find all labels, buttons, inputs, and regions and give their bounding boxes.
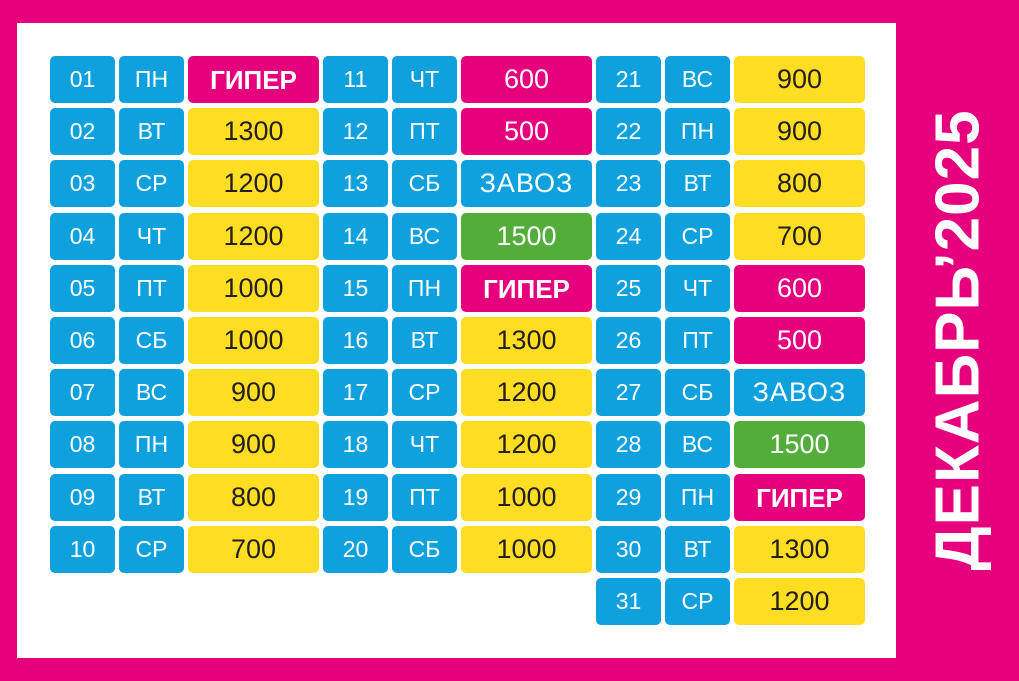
value-cell: 500 <box>734 317 865 364</box>
value-cell: 500 <box>461 108 592 155</box>
weekday-cell: СБ <box>392 160 457 207</box>
value-cell: 900 <box>734 108 865 155</box>
date-cell: 17 <box>323 369 388 416</box>
value-cell: 1200 <box>188 213 319 260</box>
date-cell: 03 <box>50 160 115 207</box>
weekday-cell: ПН <box>665 108 730 155</box>
date-cell: 05 <box>50 265 115 312</box>
date-cell: 16 <box>323 317 388 364</box>
value-cell: 1000 <box>461 526 592 573</box>
weekday-cell: ПТ <box>392 474 457 521</box>
value-cell: 900 <box>734 56 865 103</box>
weekday-cell: ПТ <box>392 108 457 155</box>
weekday-cell: ВС <box>392 213 457 260</box>
date-cell: 02 <box>50 108 115 155</box>
date-cell: 28 <box>596 421 661 468</box>
weekday-cell: ВС <box>665 56 730 103</box>
value-cell: 1000 <box>461 474 592 521</box>
value-cell: 1500 <box>734 421 865 468</box>
value-cell: 800 <box>734 160 865 207</box>
value-cell: 1300 <box>188 108 319 155</box>
value-cell: 900 <box>188 421 319 468</box>
weekday-cell: СР <box>119 160 184 207</box>
weekday-cell: ВТ <box>665 160 730 207</box>
weekday-cell: ВС <box>119 369 184 416</box>
date-cell: 12 <box>323 108 388 155</box>
date-cell: 21 <box>596 56 661 103</box>
date-cell: 13 <box>323 160 388 207</box>
weekday-cell: ВС <box>665 421 730 468</box>
weekday-cell: СР <box>665 213 730 260</box>
date-cell: 25 <box>596 265 661 312</box>
date-cell: 22 <box>596 108 661 155</box>
value-cell: 1500 <box>461 213 592 260</box>
value-cell: ГИПЕР <box>188 56 319 103</box>
value-cell: 600 <box>734 265 865 312</box>
weekday-cell: ВТ <box>119 474 184 521</box>
weekday-cell: ЧТ <box>392 421 457 468</box>
date-cell: 04 <box>50 213 115 260</box>
value-cell: 1300 <box>461 317 592 364</box>
date-cell: 29 <box>596 474 661 521</box>
date-cell: 08 <box>50 421 115 468</box>
weekday-cell: ВТ <box>119 108 184 155</box>
date-cell: 18 <box>323 421 388 468</box>
month-title: ДЕКАБРЬ’2025 <box>923 109 993 571</box>
weekday-cell: ПН <box>119 56 184 103</box>
value-cell: 1000 <box>188 317 319 364</box>
date-cell: 01 <box>50 56 115 103</box>
value-cell: ГИПЕР <box>461 265 592 312</box>
value-cell: ЗАВОЗ <box>734 369 865 416</box>
weekday-cell: ПН <box>119 421 184 468</box>
value-cell: 600 <box>461 56 592 103</box>
date-cell: 31 <box>596 578 661 625</box>
weekday-cell: СБ <box>392 526 457 573</box>
value-cell: 700 <box>188 526 319 573</box>
weekday-cell: ПТ <box>665 317 730 364</box>
date-cell: 14 <box>323 213 388 260</box>
date-cell: 23 <box>596 160 661 207</box>
date-cell: 27 <box>596 369 661 416</box>
date-cell: 11 <box>323 56 388 103</box>
value-cell: 800 <box>188 474 319 521</box>
date-cell: 09 <box>50 474 115 521</box>
weekday-cell: СР <box>392 369 457 416</box>
date-cell: 10 <box>50 526 115 573</box>
value-cell: 1200 <box>188 160 319 207</box>
weekday-cell: ПН <box>392 265 457 312</box>
date-cell: 19 <box>323 474 388 521</box>
value-cell: 1200 <box>461 369 592 416</box>
date-cell: 24 <box>596 213 661 260</box>
date-cell: 06 <box>50 317 115 364</box>
weekday-cell: СР <box>665 578 730 625</box>
value-cell: 1200 <box>461 421 592 468</box>
weekday-cell: СР <box>119 526 184 573</box>
weekday-cell: СБ <box>665 369 730 416</box>
value-cell: 1000 <box>188 265 319 312</box>
weekday-cell: ЧТ <box>665 265 730 312</box>
value-cell: ЗАВОЗ <box>461 160 592 207</box>
date-cell: 30 <box>596 526 661 573</box>
date-cell: 15 <box>323 265 388 312</box>
date-cell: 07 <box>50 369 115 416</box>
value-cell: 900 <box>188 369 319 416</box>
weekday-cell: СБ <box>119 317 184 364</box>
value-cell: 1200 <box>734 578 865 625</box>
weekday-cell: ВТ <box>392 317 457 364</box>
weekday-cell: ЧТ <box>392 56 457 103</box>
value-cell: ГИПЕР <box>734 474 865 521</box>
date-cell: 20 <box>323 526 388 573</box>
date-cell: 26 <box>596 317 661 364</box>
weekday-cell: ПН <box>665 474 730 521</box>
value-cell: 1300 <box>734 526 865 573</box>
weekday-cell: ЧТ <box>119 213 184 260</box>
value-cell: 700 <box>734 213 865 260</box>
weekday-cell: ПТ <box>119 265 184 312</box>
weekday-cell: ВТ <box>665 526 730 573</box>
